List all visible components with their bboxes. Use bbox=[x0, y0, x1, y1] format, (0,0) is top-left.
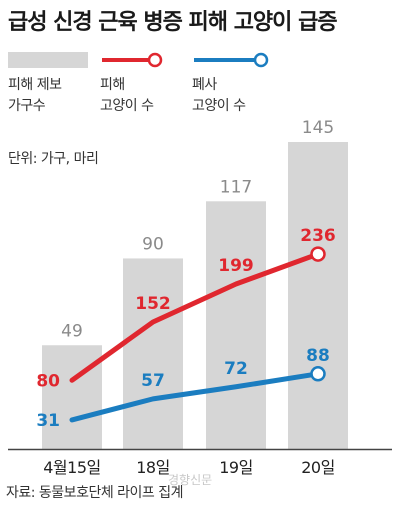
red-value-label-2: 199 bbox=[218, 256, 254, 276]
source-label: 자료: 동물보호단체 라이프 집계 bbox=[6, 485, 184, 501]
red-value-label-1: 152 bbox=[135, 294, 171, 314]
blue-series-end-marker bbox=[310, 366, 326, 382]
bar-value-label-0: 49 bbox=[61, 321, 83, 341]
red-value-label-0: 80 bbox=[36, 371, 60, 391]
bar-value-label-2: 117 bbox=[220, 177, 252, 197]
bar-3 bbox=[288, 142, 348, 449]
red-value-label-3: 236 bbox=[300, 226, 336, 246]
blue-value-label-1: 57 bbox=[141, 371, 165, 391]
legend-blue-label-line1: 폐사 bbox=[192, 77, 217, 93]
blue-value-label-0: 31 bbox=[36, 411, 60, 431]
blue-series-line bbox=[69, 371, 321, 423]
blue-value-label-3: 88 bbox=[306, 346, 330, 366]
unit-label: 단위: 가구, 마리 bbox=[8, 151, 99, 167]
credit-watermark: 경향신문 bbox=[168, 473, 213, 487]
legend-red-label-line1: 피해 bbox=[100, 77, 125, 93]
bar-2 bbox=[206, 201, 266, 449]
legend-red-swatch bbox=[102, 52, 163, 68]
legend-blue-swatch bbox=[194, 52, 269, 68]
blue-value-label-2: 72 bbox=[224, 359, 248, 379]
red-series-end-marker bbox=[310, 246, 326, 262]
legend-bar-label-line2: 가구수 bbox=[8, 98, 46, 114]
category-label-1: 18일 bbox=[136, 458, 170, 477]
bar-1 bbox=[123, 258, 183, 449]
legend-red-label-line2: 고양이 수 bbox=[100, 98, 154, 114]
category-label-2: 19일 bbox=[219, 458, 253, 477]
chart-title: 급성 신경 근육 병증 피해 고양이 급증 bbox=[8, 10, 338, 35]
category-label-0: 4월15일 bbox=[43, 458, 100, 477]
legend-bar-swatch bbox=[8, 52, 88, 68]
category-label-3: 20일 bbox=[301, 458, 335, 477]
bar-value-label-3: 145 bbox=[302, 118, 334, 138]
legend-bar-label-line1: 피해 제보 bbox=[8, 77, 62, 93]
red-series-line bbox=[69, 251, 321, 383]
legend-blue-label-line2: 고양이 수 bbox=[192, 98, 246, 114]
bar-value-label-1: 90 bbox=[142, 234, 164, 254]
bar-0 bbox=[42, 345, 102, 449]
chart-area: 49 90 117 145 4월15일 18일 19일 20일 80 152 199 236 31 57 7… bbox=[8, 118, 392, 477]
